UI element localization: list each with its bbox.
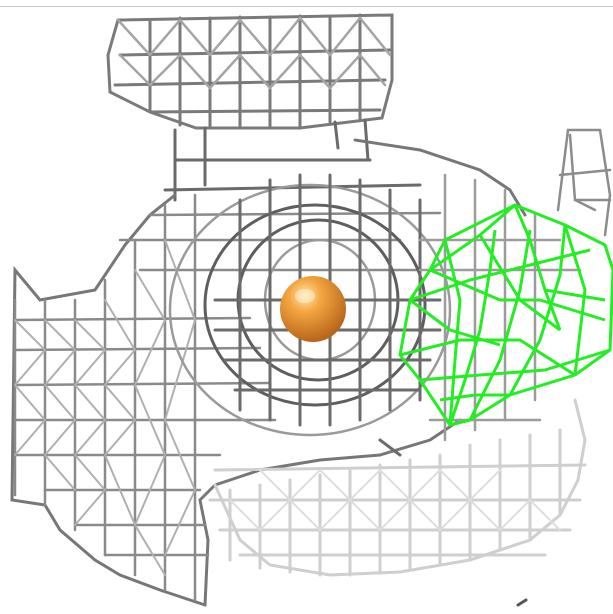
electron-density-mesh [10,13,612,607]
viewport-top-border [0,6,613,7]
ligand-density-mesh [398,203,613,427]
metal-ion-sphere[interactable] [280,276,346,342]
